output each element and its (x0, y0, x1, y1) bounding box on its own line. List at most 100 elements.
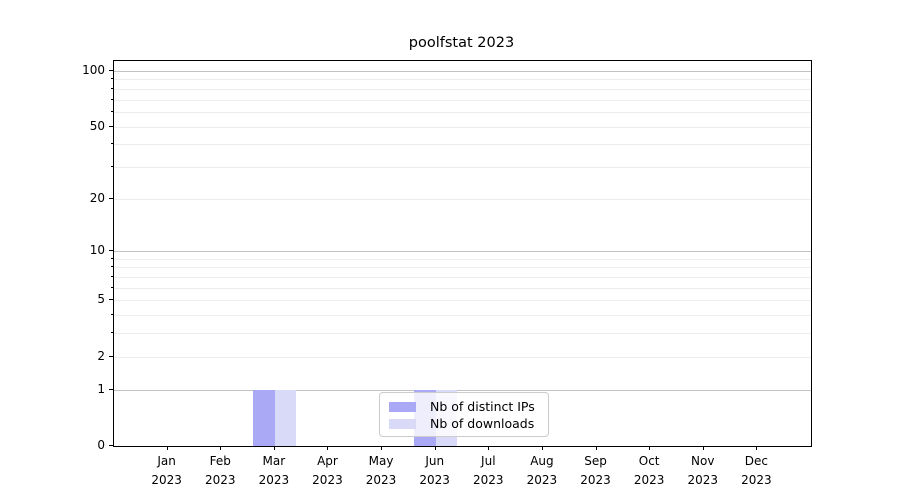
x-tick (488, 446, 490, 450)
x-tick-year: 2023 (419, 473, 450, 487)
gridline-minor (114, 99, 811, 101)
x-tick-year: 2023 (365, 473, 397, 487)
y-tick-minor (111, 257, 113, 259)
y-tick-minor (111, 266, 113, 268)
bar-downloads-mar (274, 389, 297, 446)
gridline-minor (114, 287, 811, 289)
y-tick-major (109, 355, 113, 357)
x-tick (702, 446, 704, 450)
gridline-minor (114, 79, 811, 81)
x-tick-label: Jan 2023 (135, 452, 199, 490)
gridline-major (114, 251, 811, 253)
x-tick-year: 2023 (312, 473, 343, 487)
gridline-minor (114, 144, 811, 146)
y-tick-minor (111, 110, 113, 112)
y-tick-major (109, 69, 113, 71)
y-tick-minor (111, 165, 113, 167)
bar-distinct-ips-mar (253, 389, 275, 446)
gridline-minor (114, 198, 811, 200)
y-tick-label: 10 (89, 243, 105, 258)
x-tick-year: 2023 (526, 473, 558, 487)
gridline-minor (114, 356, 811, 358)
y-tick-label: 5 (97, 292, 105, 307)
y-tick-minor (111, 87, 113, 89)
x-tick-month: May (368, 454, 394, 468)
y-tick-minor (111, 276, 113, 278)
x-tick-label: Jun 2023 (403, 452, 467, 490)
x-tick-label: Jul 2023 (456, 452, 520, 490)
x-tick-label: May 2023 (349, 452, 413, 490)
x-tick-label: Aug 2023 (510, 452, 574, 490)
gridline-minor (114, 300, 811, 302)
y-tick-minor (111, 98, 113, 100)
legend: Nb of distinct IPs Nb of downloads (379, 392, 549, 437)
x-tick-month: Mar (262, 454, 286, 468)
x-tick-month: Jan (157, 454, 176, 468)
x-tick (649, 446, 651, 450)
x-tick-label: Feb 2023 (188, 452, 252, 490)
x-tick-month: Apr (317, 454, 338, 468)
x-tick-month: Aug (530, 454, 554, 468)
y-tick-minor (111, 314, 113, 316)
x-tick-year: 2023 (687, 473, 719, 487)
legend-item-downloads: Nb of downloads (389, 416, 539, 431)
x-tick-label: Mar 2023 (242, 452, 306, 490)
y-tick-minor (111, 143, 113, 145)
x-tick-year: 2023 (204, 473, 236, 487)
y-tick-label: 20 (89, 190, 105, 205)
x-tick (541, 446, 543, 450)
gridline-minor (114, 277, 811, 279)
y-tick-label: 1 (97, 381, 105, 396)
x-tick-label: Nov 2023 (671, 452, 735, 490)
x-tick-month: Jun (425, 454, 445, 468)
y-tick-label: 2 (97, 348, 105, 363)
x-tick (381, 446, 383, 450)
x-tick-month: Jul (481, 454, 496, 468)
y-tick-major (109, 445, 113, 446)
y-tick-label: 100 (82, 62, 105, 77)
gridline-minor (114, 88, 811, 90)
y-tick-label: 0 (97, 438, 105, 452)
y-tick-major (109, 197, 113, 199)
x-tick-month: Oct (638, 454, 660, 468)
x-tick-month: Nov (691, 454, 715, 468)
x-tick (220, 446, 222, 450)
x-tick (327, 446, 329, 450)
gridline-minor (114, 267, 811, 269)
legend-label-downloads: Nb of downloads (430, 416, 535, 431)
gridline-minor (114, 126, 811, 128)
x-tick-month: Dec (744, 454, 768, 468)
x-tick-year: 2023 (473, 473, 504, 487)
x-tick-month: Sep (584, 454, 607, 468)
x-tick (756, 446, 758, 450)
x-tick-year: 2023 (151, 473, 182, 487)
y-tick-major (109, 125, 113, 127)
chart-title: poolfstat 2023 (408, 35, 515, 51)
legend-item-distinct-ips: Nb of distinct IPs (389, 399, 539, 414)
x-tick-label: Dec 2023 (724, 452, 788, 490)
gridline-major (114, 70, 811, 72)
y-tick-minor (111, 78, 113, 80)
y-tick-minor (111, 286, 113, 288)
legend-swatch-downloads (389, 418, 416, 429)
y-tick-major (109, 299, 113, 301)
gridline-minor (114, 333, 811, 335)
y-tick-major (109, 388, 113, 390)
gridline-minor (114, 258, 811, 260)
gridline-minor (114, 315, 811, 317)
y-tick-minor (111, 332, 113, 334)
x-tick-year: 2023 (258, 473, 290, 487)
x-tick-year: 2023 (633, 473, 665, 487)
y-tick-label: 50 (89, 118, 105, 133)
plot-area: Nb of distinct IPs Nb of downloads (113, 60, 812, 447)
legend-label-distinct-ips: Nb of distinct IPs (430, 399, 535, 414)
gridline-minor (114, 166, 811, 168)
x-tick-label: Apr 2023 (295, 452, 359, 490)
x-tick (434, 446, 436, 450)
x-tick-label: Oct 2023 (617, 452, 681, 490)
x-tick (166, 446, 168, 450)
gridline-major (114, 389, 811, 391)
x-tick-month: Feb (209, 454, 231, 468)
x-tick-label: Sep 2023 (564, 452, 628, 490)
